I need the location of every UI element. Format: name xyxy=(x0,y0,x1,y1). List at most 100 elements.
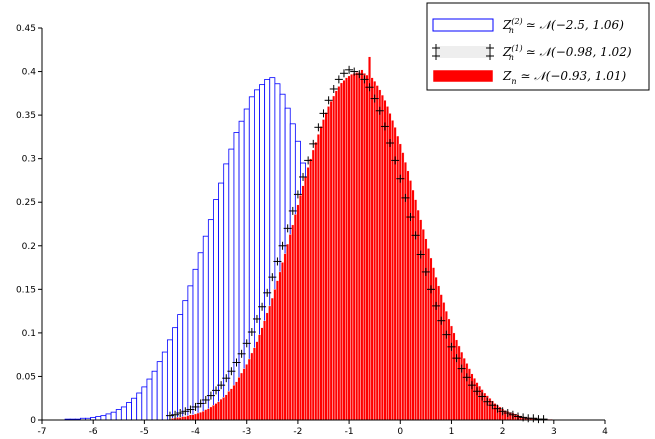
red-histogram-bar xyxy=(204,409,208,421)
red-histogram-bar xyxy=(342,80,346,421)
cross-marker xyxy=(334,75,343,84)
red-histogram-bar xyxy=(380,94,384,421)
blue-histogram-bar xyxy=(105,413,112,421)
cross-marker xyxy=(232,358,241,367)
cross-marker xyxy=(380,122,389,131)
cross-marker xyxy=(375,106,384,115)
blue-histogram-bar xyxy=(233,132,240,421)
red-histogram-bar xyxy=(444,310,448,421)
red-histogram-bar xyxy=(227,391,231,421)
red-histogram-bar xyxy=(383,100,387,421)
cross-marker xyxy=(258,302,267,311)
cross-marker xyxy=(488,401,497,410)
cross-marker xyxy=(263,288,272,297)
cross-marker xyxy=(186,405,195,414)
red-histogram-bar xyxy=(219,398,223,421)
red-histogram-bar xyxy=(181,416,185,421)
y-tick-label: 0.15 xyxy=(16,285,36,295)
red-histogram-bar xyxy=(263,320,267,421)
cross-marker xyxy=(339,69,348,78)
red-histogram-bar xyxy=(368,56,372,421)
cross-marker xyxy=(196,399,205,408)
legend-swatch-gray xyxy=(437,46,489,58)
red-histogram-bar xyxy=(467,368,471,421)
blue-histogram-bar xyxy=(172,327,179,421)
red-histogram-bar xyxy=(304,176,308,421)
legend-swatch-blue xyxy=(432,18,494,32)
red-histogram-bar xyxy=(194,413,198,421)
blue-histogram-bar xyxy=(136,392,143,421)
cross-marker xyxy=(273,257,282,266)
cross-marker xyxy=(247,328,256,337)
red-histogram-bar xyxy=(281,262,285,421)
cross-marker xyxy=(252,314,261,323)
cross-marker xyxy=(457,364,466,373)
red-histogram-bar xyxy=(449,325,453,421)
red-histogram-bar xyxy=(424,238,428,421)
red-histogram-bar xyxy=(329,100,333,421)
cross-marker xyxy=(212,386,221,395)
red-histogram-bar xyxy=(352,73,356,421)
blue-histogram-bar xyxy=(141,386,148,421)
red-histogram-bar xyxy=(457,345,461,421)
red-histogram-bar xyxy=(375,85,379,421)
red-histogram-bar xyxy=(322,119,325,421)
red-histogram-bar xyxy=(188,414,192,421)
red-histogram-bar xyxy=(327,106,331,421)
red-histogram-bar xyxy=(265,312,269,421)
cross-marker xyxy=(462,373,471,382)
legend-cross xyxy=(432,52,440,60)
cross-marker xyxy=(329,84,338,93)
legend: Z(2) n ≃ 𝒩(−2.5, 1.06) Z(1) n ≃ 𝒩(−0.98, 1.… xyxy=(426,2,650,91)
red-histogram-bar xyxy=(270,297,274,421)
red-histogram-bar xyxy=(398,143,402,421)
cross-marker xyxy=(370,94,379,103)
red-histogram-bar xyxy=(473,377,476,421)
cross-marker xyxy=(217,381,226,390)
red-histogram-bar xyxy=(196,412,200,421)
red-histogram-bar xyxy=(183,416,187,421)
cross-marker xyxy=(278,241,287,250)
blue-histogram-bar xyxy=(166,339,173,421)
red-histogram-bar xyxy=(442,302,446,421)
red-histogram-bar xyxy=(286,243,290,421)
red-histogram-bar xyxy=(350,73,354,421)
red-histogram-bar xyxy=(324,112,328,421)
legend-cross xyxy=(486,44,494,52)
red-histogram-bar xyxy=(278,271,282,421)
red-histogram-bar xyxy=(314,141,318,421)
cross-marker xyxy=(324,96,333,105)
red-histogram-bar xyxy=(355,72,359,421)
red-histogram-bar xyxy=(247,358,251,421)
cross-marker xyxy=(319,109,328,118)
cross-marker xyxy=(503,409,512,418)
cross-marker xyxy=(242,339,251,348)
x-tick-label: -6 xyxy=(89,427,98,437)
cross-marker xyxy=(350,67,359,76)
red-histogram-bar xyxy=(199,411,203,421)
cross-marker xyxy=(478,392,487,401)
x-tick-label: -7 xyxy=(38,427,47,437)
red-histogram-bar xyxy=(447,318,451,421)
blue-histogram-bar xyxy=(146,378,153,421)
blue-histogram-bar xyxy=(100,415,107,421)
blue-histogram-bar xyxy=(202,235,209,421)
cross-marker xyxy=(406,213,415,222)
red-histogram-bar xyxy=(452,332,456,421)
red-histogram-bar xyxy=(493,403,497,421)
cross-marker xyxy=(237,349,246,358)
legend-swatch-red xyxy=(432,69,494,83)
red-histogram-bar xyxy=(460,351,464,421)
red-histogram-bar xyxy=(332,95,336,421)
red-histogram-bar xyxy=(293,214,297,421)
blue-histogram-bar xyxy=(182,300,189,421)
blue-histogram-bar xyxy=(161,351,168,421)
red-histogram-bar xyxy=(252,347,256,421)
cross-marker xyxy=(483,397,492,406)
y-tick-label: 0 xyxy=(30,416,36,426)
x-tick-label: -3 xyxy=(242,427,251,437)
red-histogram-bar xyxy=(434,276,438,421)
red-histogram-bar xyxy=(470,373,474,421)
red-histogram-bar xyxy=(229,388,233,421)
